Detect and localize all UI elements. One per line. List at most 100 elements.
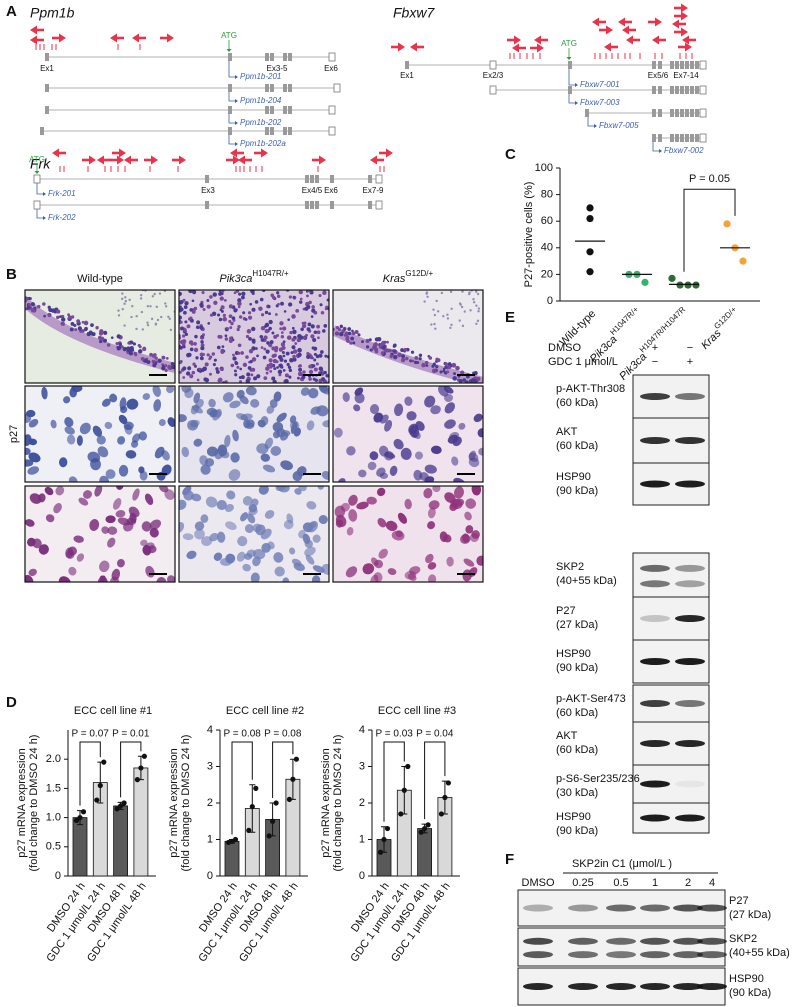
transcript-bracket	[568, 69, 576, 86]
nucleus	[25, 434, 32, 446]
nucleus	[403, 347, 408, 352]
transcript-label: Fbxw7-001	[580, 80, 620, 89]
band	[640, 480, 670, 488]
cell	[433, 313, 437, 317]
significance-label: P = 0.07	[71, 729, 109, 740]
nucleus	[81, 329, 85, 333]
nucleus	[167, 364, 172, 370]
exon	[690, 134, 694, 142]
nucleus	[66, 434, 76, 445]
nucleus	[226, 327, 230, 331]
nucleus	[269, 340, 274, 344]
nucleus	[284, 378, 289, 383]
nucleus	[185, 371, 191, 376]
nucleus	[179, 300, 183, 305]
data-point	[442, 794, 448, 801]
nucleus	[50, 308, 56, 313]
nucleus	[276, 294, 281, 298]
treatment-label: GDC 1 μmol/L	[548, 356, 618, 368]
nucleus	[291, 326, 295, 330]
nucleus	[124, 424, 133, 435]
nucleus	[42, 302, 46, 306]
cell	[150, 317, 154, 321]
exon	[228, 106, 232, 114]
nucleus	[465, 498, 477, 509]
nucleus	[212, 362, 216, 367]
nucleus	[274, 348, 278, 353]
nucleus	[182, 533, 194, 541]
nucleus	[112, 498, 122, 510]
nucleus	[476, 555, 483, 566]
sgrna-arrowhead	[410, 42, 417, 52]
nucleus	[250, 399, 260, 408]
lane-label: 0.25	[572, 877, 593, 889]
nucleus	[312, 337, 317, 342]
nucleus	[301, 321, 305, 325]
data-point	[425, 822, 431, 828]
nucleus	[191, 405, 203, 414]
nucleus	[67, 313, 70, 317]
column-header-sup: G12D/+	[405, 269, 433, 278]
nucleus	[82, 490, 93, 499]
nucleus	[236, 327, 240, 332]
nucleus	[264, 510, 275, 519]
exon	[205, 175, 209, 183]
nucleus	[378, 548, 388, 559]
nucleus	[209, 372, 212, 376]
nucleus	[28, 303, 31, 307]
column-header-sup: H1047R/+	[252, 269, 289, 278]
nucleus	[220, 305, 225, 310]
nucleus	[30, 307, 35, 313]
nucleus	[220, 367, 224, 372]
data-point	[418, 829, 424, 835]
nucleus	[269, 369, 273, 373]
nucleus	[237, 351, 241, 355]
nucleus	[247, 366, 252, 370]
nucleus	[362, 563, 375, 575]
exon	[670, 86, 674, 94]
nucleus	[207, 322, 211, 325]
cell	[124, 296, 127, 299]
nucleus	[281, 345, 286, 351]
nucleus	[285, 351, 290, 356]
nucleus	[200, 464, 211, 475]
column-header-base: Wild-type	[77, 273, 123, 285]
sgrna-arrowhead	[681, 3, 688, 13]
data-point	[723, 220, 731, 228]
nucleus	[286, 335, 292, 340]
nucleus	[288, 368, 293, 373]
data-point	[641, 278, 649, 286]
nucleus	[307, 322, 312, 327]
nucleus	[179, 370, 182, 374]
nucleus	[313, 346, 318, 351]
nucleus	[385, 520, 398, 532]
nucleus	[262, 464, 276, 473]
nucleus	[152, 353, 157, 357]
exon	[658, 61, 662, 69]
blot-size: (90 kDa)	[556, 485, 598, 497]
exon	[270, 106, 274, 114]
cell	[149, 305, 152, 308]
y-axis-label: p27 mRNA expression	[16, 748, 28, 857]
nucleus	[306, 327, 311, 332]
nucleus	[27, 296, 31, 300]
cell	[430, 323, 433, 326]
nucleus	[304, 546, 316, 557]
nucleus	[367, 461, 377, 471]
nucleus	[462, 378, 467, 382]
blot-label: p-AKT-Thr308	[556, 383, 625, 395]
nucleus	[143, 359, 148, 363]
nucleus	[179, 361, 182, 365]
sgrna-arrowhead	[672, 19, 679, 29]
nucleus	[202, 333, 206, 337]
band	[523, 951, 553, 959]
treatment-label: DMSO	[548, 342, 581, 354]
nucleus	[286, 362, 290, 367]
nucleus	[409, 425, 420, 439]
cell	[449, 290, 453, 294]
nucleus	[283, 359, 288, 363]
nucleus	[463, 558, 475, 567]
transcript-arrowhead	[235, 121, 238, 125]
nucleus	[268, 312, 271, 316]
nucleus	[471, 378, 475, 382]
